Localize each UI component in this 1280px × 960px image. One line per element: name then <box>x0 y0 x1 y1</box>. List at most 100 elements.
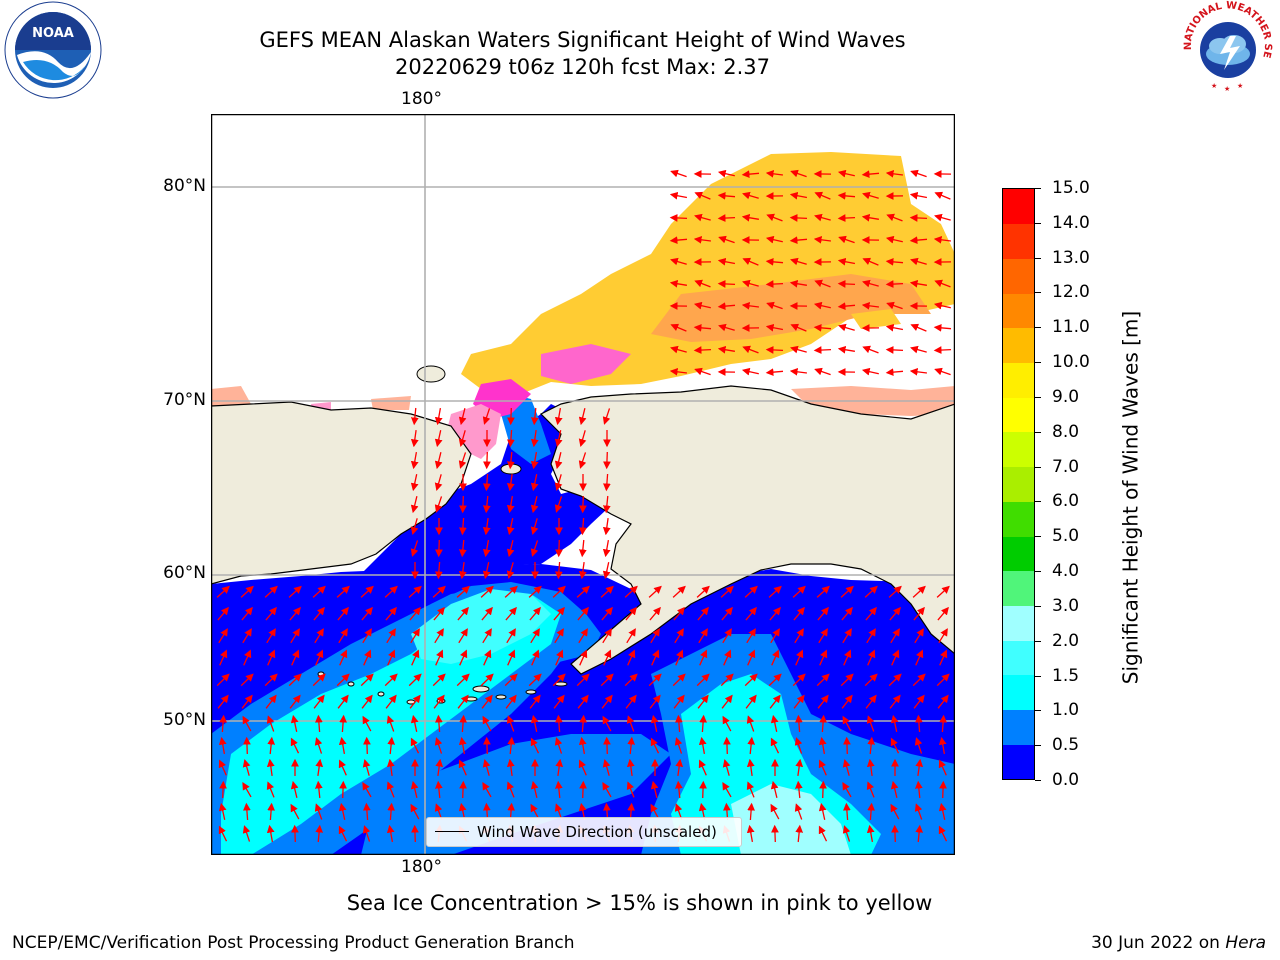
wave-direction-arrow <box>650 803 660 820</box>
wave-direction-arrow <box>554 561 563 580</box>
legend-label: Wind Wave Direction (unscaled) <box>477 823 717 841</box>
wave-direction-arrow <box>602 781 612 798</box>
wave-direction-arrow <box>600 585 614 598</box>
wave-direction-arrow <box>386 781 395 798</box>
wave-direction-arrow <box>770 780 779 798</box>
wave-direction-arrow <box>482 539 491 558</box>
wave-direction-arrow <box>837 169 855 178</box>
wave-direction-arrow <box>336 673 350 687</box>
wave-direction-arrow <box>242 802 251 821</box>
wave-direction-arrow <box>483 736 491 755</box>
wave-direction-arrow <box>555 539 563 558</box>
wave-direction-arrow <box>865 694 877 709</box>
wave-direction-arrow <box>458 628 468 644</box>
wave-direction-arrow <box>915 649 924 666</box>
colorbar-tick-label: 10.0 <box>1052 352 1090 373</box>
wave-direction-arrow <box>838 323 855 332</box>
wave-direction-arrow <box>314 780 323 799</box>
wave-direction-arrow <box>410 430 419 448</box>
wave-direction-arrow <box>745 606 757 621</box>
wave-direction-arrow <box>936 585 950 598</box>
wave-direction-arrow <box>626 758 635 776</box>
colorbar-segment <box>1003 258 1034 294</box>
colorbar-segment <box>1003 640 1034 676</box>
wave-direction-arrow <box>507 649 516 666</box>
wave-direction-arrow <box>937 694 949 709</box>
wave-direction-arrow <box>717 257 736 266</box>
wave-direction-arrow <box>723 649 732 666</box>
wave-direction-arrow <box>555 758 564 776</box>
wave-direction-arrow <box>913 694 925 709</box>
colorbar-tick-mark <box>1035 745 1041 747</box>
wave-direction-arrow <box>456 585 470 598</box>
wave-direction-arrow <box>717 345 736 354</box>
wave-direction-arrow <box>410 451 419 470</box>
wave-direction-arrow <box>789 279 808 288</box>
wave-direction-arrow <box>914 780 923 799</box>
wave-direction-arrow <box>434 714 443 733</box>
wave-direction-arrow <box>554 474 563 491</box>
wave-direction-arrow <box>842 825 851 842</box>
wave-direction-arrow <box>410 496 419 514</box>
wave-direction-arrow <box>576 585 590 598</box>
wave-direction-arrow <box>867 802 876 821</box>
wave-direction-arrow <box>434 496 443 513</box>
wave-direction-arrow <box>434 780 443 799</box>
wave-direction-arrow <box>914 628 924 644</box>
wave-direction-arrow <box>578 452 587 469</box>
wave-direction-arrow <box>624 585 638 598</box>
wave-direction-arrow <box>843 649 852 666</box>
wave-direction-arrow <box>482 518 491 536</box>
wave-direction-arrow <box>530 628 540 644</box>
wave-direction-arrow <box>241 606 253 621</box>
wave-direction-arrow <box>747 736 756 755</box>
wave-direction-arrow <box>242 628 252 644</box>
wave-direction-arrow <box>649 694 661 709</box>
footer-branch: NCEP/EMC/Verification Post Processing Pr… <box>12 933 575 953</box>
wave-direction-arrow <box>459 649 468 666</box>
wave-direction-arrow <box>669 214 688 222</box>
wave-direction-arrow <box>554 737 563 754</box>
wave-direction-arrow <box>698 759 707 776</box>
wave-direction-arrow <box>312 673 326 687</box>
wave-direction-arrow <box>813 323 832 332</box>
wave-direction-arrow <box>459 495 467 514</box>
wave-direction-arrow <box>265 694 277 709</box>
footer-date: 30 Jun 2022 on Hera <box>1091 933 1266 953</box>
wave-direction-arrow <box>938 628 948 644</box>
wave-direction-arrow <box>910 257 927 266</box>
wave-direction-arrow <box>885 323 904 332</box>
wave-direction-arrow <box>218 736 227 755</box>
wave-direction-arrow <box>410 518 419 535</box>
colorbar-tick-label: 3.0 <box>1052 595 1080 616</box>
wave-direction-arrow <box>670 323 687 332</box>
wave-direction-arrow <box>218 628 228 644</box>
wave-direction-arrow <box>795 649 804 666</box>
wave-direction-arrow <box>384 585 398 598</box>
wave-direction-arrow <box>530 737 540 754</box>
lon-label-top: 180° <box>401 89 442 109</box>
wave-direction-arrow <box>769 606 781 621</box>
wave-direction-arrow <box>744 585 758 598</box>
wave-direction-arrow <box>506 429 515 448</box>
wave-direction-arrow <box>938 759 947 776</box>
wave-direction-arrow <box>601 606 613 621</box>
wave-direction-arrow <box>458 452 467 469</box>
wave-direction-arrow <box>717 169 735 178</box>
colorbar-segment <box>1003 536 1034 572</box>
wave-direction-arrow <box>530 540 539 557</box>
wave-direction-arrow <box>650 714 659 732</box>
wave-direction-arrow <box>528 585 542 598</box>
wave-direction-arrow <box>741 367 759 376</box>
wave-direction-arrow <box>291 824 299 843</box>
colorbar <box>1002 188 1035 780</box>
wave-direction-arrow <box>722 781 732 798</box>
wave-direction-arrow <box>578 562 587 580</box>
wave-direction-arrow <box>290 628 300 644</box>
wave-direction-arrow <box>795 758 804 776</box>
wave-direction-arrow <box>409 606 421 621</box>
wave-direction-arrow <box>314 803 323 820</box>
wave-direction-arrow <box>745 694 757 709</box>
wave-direction-arrow <box>338 759 347 776</box>
lat-label-50: 50°N <box>163 710 206 730</box>
